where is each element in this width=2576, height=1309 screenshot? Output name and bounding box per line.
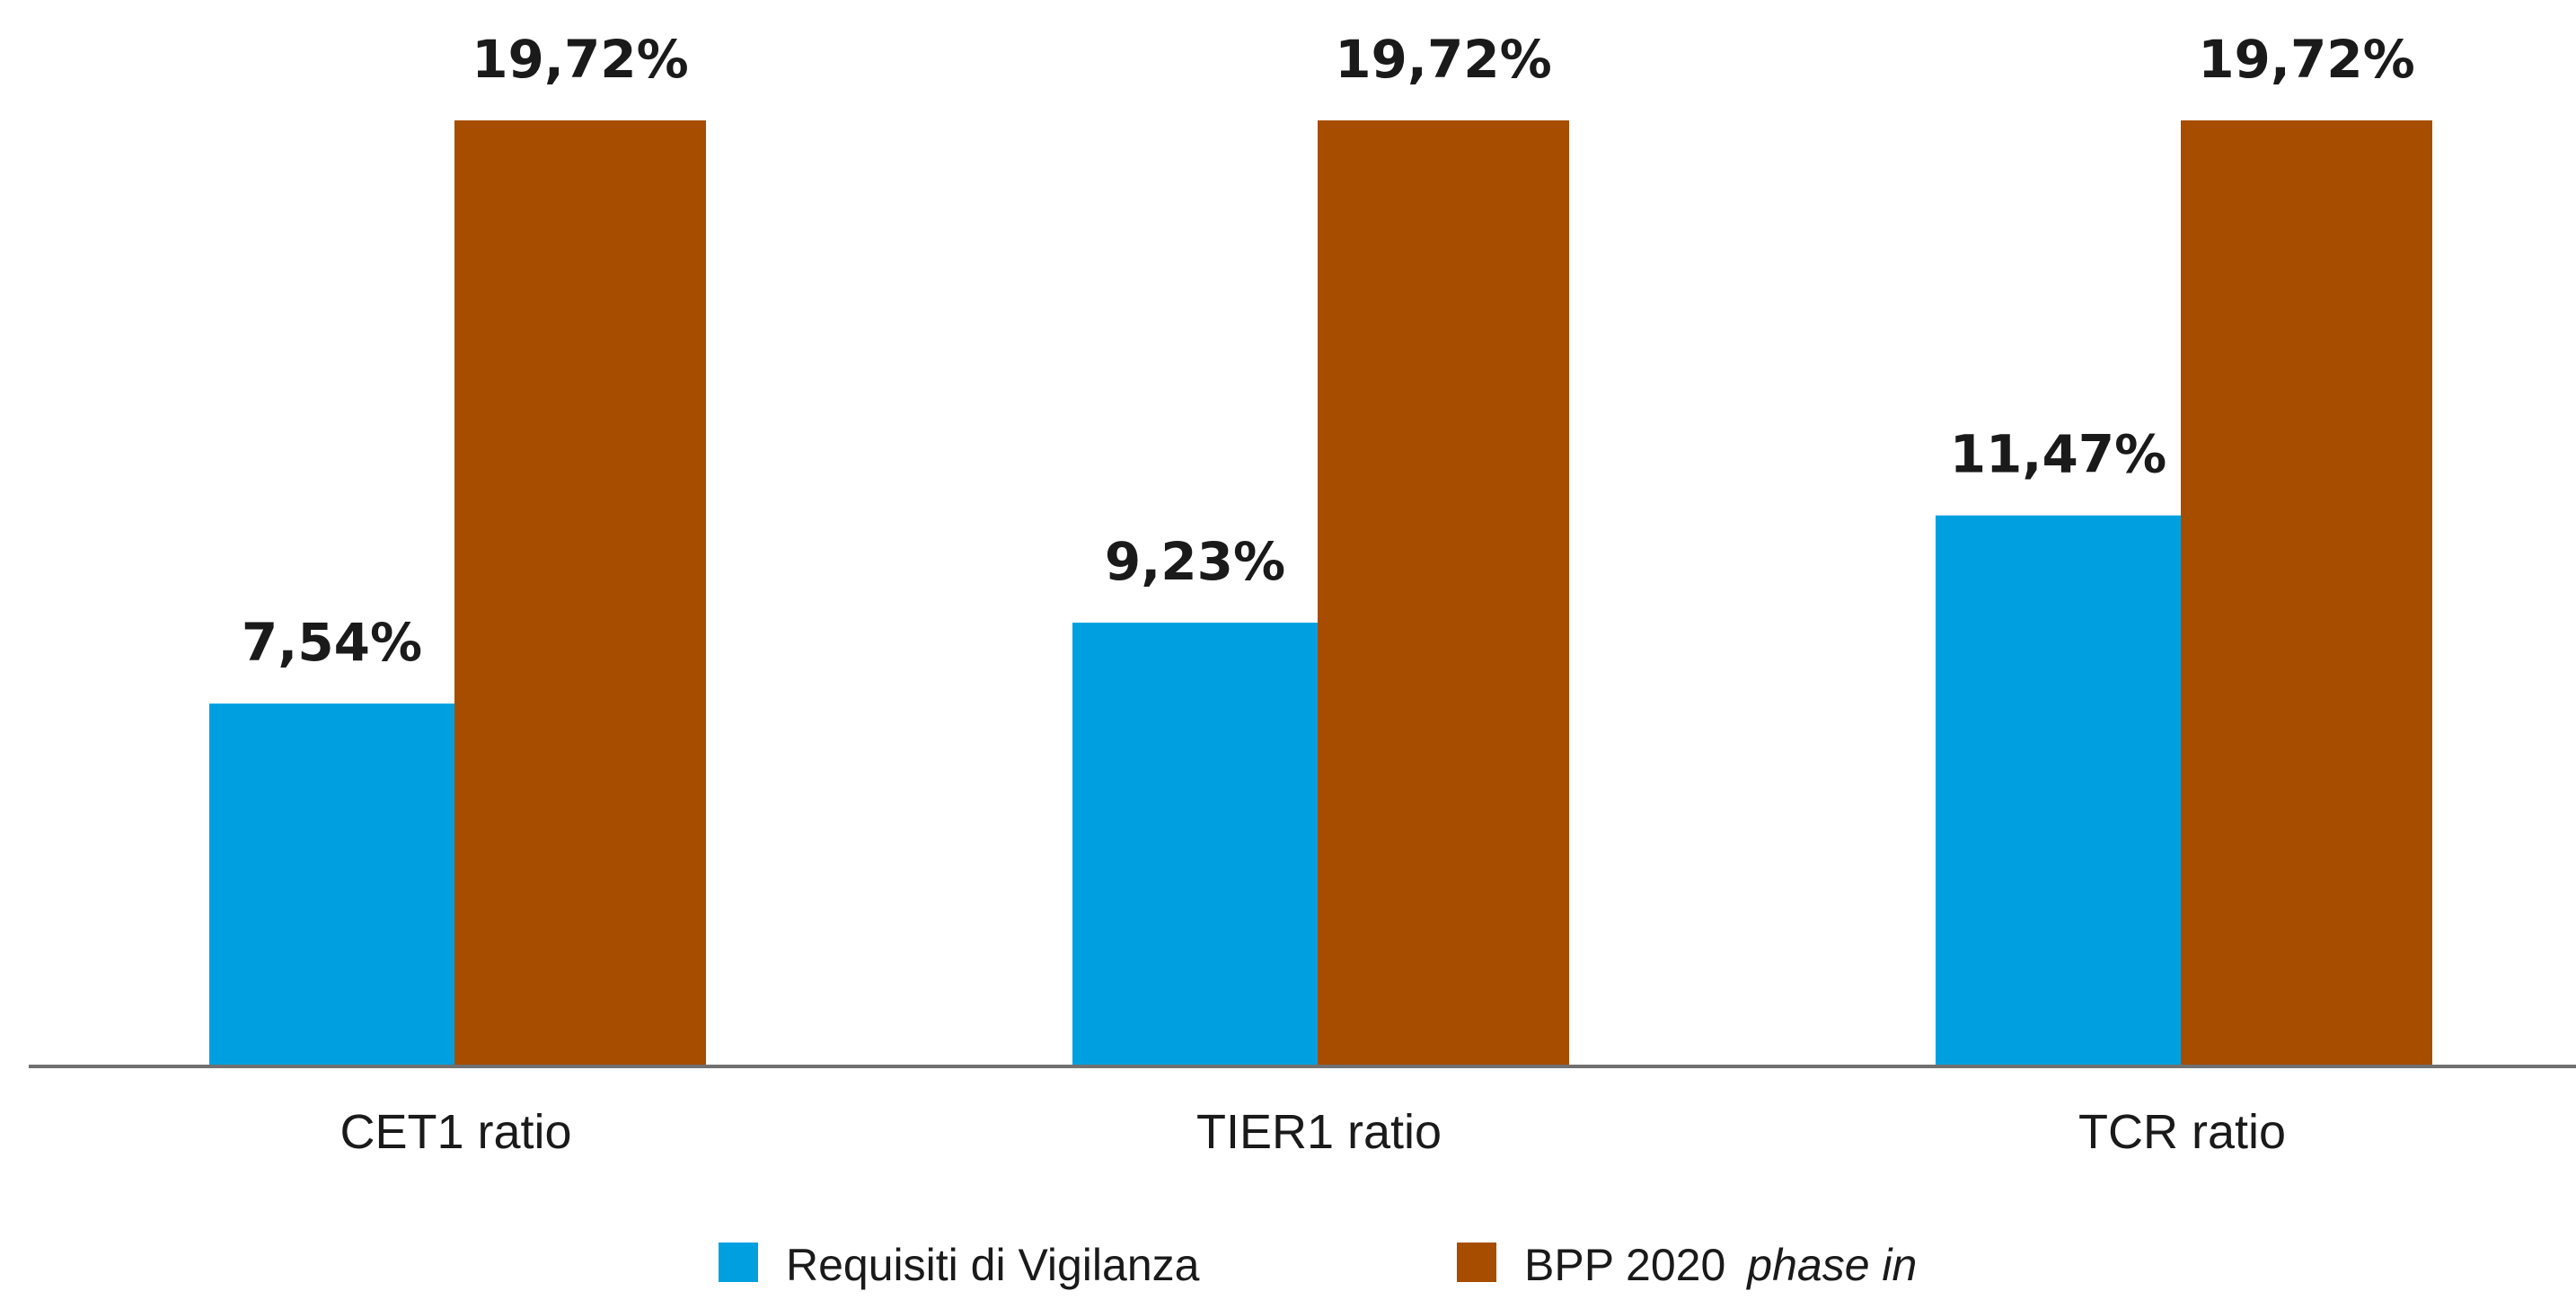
legend-swatch-1 bbox=[1457, 1243, 1496, 1282]
bar-bpp-1 bbox=[1318, 120, 1569, 1065]
category-label: CET1 ratio bbox=[340, 1105, 571, 1159]
legend-swatch-0 bbox=[719, 1243, 758, 1282]
data-label: 19,72% bbox=[1335, 29, 1552, 90]
legend-label-0: Requisiti di Vigilanza bbox=[786, 1240, 1200, 1290]
data-label: 9,23% bbox=[1105, 531, 1285, 592]
data-label: 7,54% bbox=[242, 612, 422, 673]
bars-layer bbox=[209, 120, 2432, 1065]
axis-layer: CET1 ratio TIER1 ratio TCR ratio bbox=[29, 1065, 2576, 1159]
bar-requisiti-2 bbox=[1936, 515, 2181, 1065]
data-label: 19,72% bbox=[472, 29, 689, 90]
bar-bpp-2 bbox=[2181, 120, 2432, 1065]
labels-layer: 7,54% 19,72% 9,23% 19,72% 11,47% 19,72% bbox=[242, 29, 2415, 673]
bar-bpp-0 bbox=[454, 120, 706, 1065]
legend-label-1: BPP 2020 phase in bbox=[1524, 1240, 1917, 1290]
bar-requisiti-1 bbox=[1072, 623, 1318, 1065]
data-label: 19,72% bbox=[2198, 29, 2415, 90]
legend-label-suffix: phase in bbox=[1745, 1240, 1917, 1290]
category-label: TCR ratio bbox=[2078, 1105, 2286, 1159]
category-label: TIER1 ratio bbox=[1196, 1105, 1442, 1159]
data-label: 11,47% bbox=[1950, 424, 2167, 485]
legend: Requisiti di Vigilanza BPP 2020 phase in bbox=[719, 1240, 1917, 1290]
bar-requisiti-0 bbox=[209, 703, 454, 1065]
